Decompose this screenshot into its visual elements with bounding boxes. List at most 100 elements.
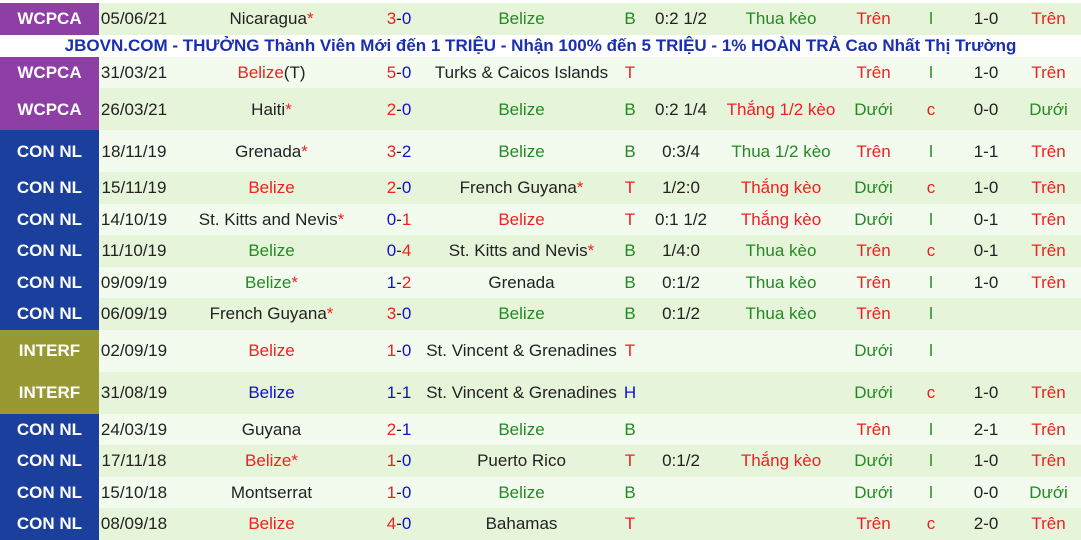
table-row[interactable]: CON NL 15/11/19 Belize 2-0 French Guyana* T 1/… — [0, 172, 1081, 204]
league-badge[interactable]: CON NL — [0, 445, 99, 477]
promo-banner[interactable]: JBOVN.COM - THƯỞNG Thành Viên Mới đến 1 … — [0, 34, 1081, 57]
table-row[interactable]: CON NL 11/10/19 Belize 0-4 St. Kitts and Nev… — [0, 235, 1081, 267]
away-team[interactable]: St. Vincent & Grenadines — [424, 383, 619, 402]
table-row[interactable]: CON NL 24/03/19 Guyana 2-1 Belize B Trên l 2-1 Tr… — [0, 413, 1081, 445]
away-team[interactable]: Belize — [424, 142, 619, 161]
match-score[interactable]: 2-0 — [374, 100, 424, 119]
table-row[interactable]: CON NL 09/09/19 Belize* 1-2 Grenada B 0:1/2 Thu… — [0, 266, 1081, 298]
match-score[interactable]: 3-0 — [374, 9, 424, 28]
home-team[interactable]: Grenada* — [169, 142, 374, 161]
home-team[interactable]: Belize(T) — [169, 63, 374, 82]
table-row[interactable]: INTERF 02/09/19 Belize 1-0 St. Vincent & Gre… — [0, 329, 1081, 372]
star-icon: * — [306, 9, 314, 29]
match-score[interactable]: 4-0 — [374, 514, 424, 533]
score-separator: - — [396, 62, 402, 82]
league-badge[interactable]: CON NL — [0, 130, 99, 172]
table-row[interactable]: CON NL 15/10/18 Montserrat 1-0 Belize B Dưới l 0… — [0, 476, 1081, 508]
home-team[interactable]: French Guyana* — [169, 304, 374, 323]
half-time-over-under: Dưới — [1029, 482, 1068, 502]
match-score[interactable]: 1-0 — [374, 341, 424, 360]
home-team[interactable]: Belize — [169, 341, 374, 360]
home-team-name: Belize — [245, 451, 292, 471]
match-score[interactable]: 0-4 — [374, 241, 424, 260]
away-goals: 0 — [401, 178, 412, 198]
away-team[interactable]: Belize — [424, 304, 619, 323]
league-badge[interactable]: WCPCA — [0, 88, 99, 130]
away-team-name: Belize — [498, 99, 545, 119]
league-badge[interactable]: CON NL — [0, 266, 99, 298]
league-badge[interactable]: INTERF — [0, 371, 99, 414]
away-team[interactable]: Belize — [424, 210, 619, 229]
home-team-name: Nicaragua — [229, 9, 307, 29]
match-result: B — [624, 99, 636, 119]
home-goals: 3 — [386, 141, 397, 161]
home-team[interactable]: Haiti* — [169, 100, 374, 119]
table-row[interactable]: WCPCA 31/03/21 Belize(T) 5-0 Turks & Caicos … — [0, 56, 1081, 88]
table-row[interactable]: CON NL 17/11/18 Belize* 1-0 Puerto Rico T 0:1/… — [0, 445, 1081, 477]
away-team[interactable]: Belize — [424, 420, 619, 439]
home-team[interactable]: Belize* — [169, 451, 374, 470]
league-badge[interactable]: CON NL — [0, 235, 99, 267]
away-team[interactable]: Bahamas — [424, 514, 619, 533]
league-badge[interactable]: WCPCA — [0, 3, 99, 35]
score-separator: - — [396, 304, 402, 324]
match-result: T — [624, 514, 636, 534]
match-score[interactable]: 1-1 — [374, 383, 424, 402]
away-goals: 2 — [401, 272, 412, 292]
home-team[interactable]: Belize* — [169, 273, 374, 292]
league-badge[interactable]: CON NL — [0, 298, 99, 330]
away-team[interactable]: St. Vincent & Grenadines — [424, 341, 619, 360]
home-team[interactable]: Belize — [169, 383, 374, 402]
over-under: Trên — [856, 419, 891, 439]
home-team[interactable]: St. Kitts and Nevis* — [169, 210, 374, 229]
odd-even: l — [929, 272, 933, 292]
away-team[interactable]: St. Kitts and Nevis* — [424, 241, 619, 260]
match-date: 08/09/18 — [100, 514, 168, 534]
away-team[interactable]: French Guyana* — [424, 178, 619, 197]
half-time-score: 1-0 — [973, 383, 999, 402]
match-score[interactable]: 0-1 — [374, 210, 424, 229]
away-team[interactable]: Belize — [424, 100, 619, 119]
match-score[interactable]: 1-0 — [374, 451, 424, 470]
table-row[interactable]: CON NL 18/11/19 Grenada* 3-2 Belize B 0:3/4 Thu… — [0, 130, 1081, 172]
match-score[interactable]: 3-2 — [374, 142, 424, 161]
match-score[interactable]: 1-2 — [374, 273, 424, 292]
table-row[interactable]: INTERF 31/08/19 Belize 1-1 St. Vincent & Gre… — [0, 371, 1081, 414]
table-row[interactable]: WCPCA 26/03/21 Haiti* 2-0 Belize B 0:2 1/4 Thắn… — [0, 88, 1081, 130]
league-badge[interactable]: WCPCA — [0, 56, 99, 88]
table-row[interactable]: CON NL 06/09/19 French Guyana* 3-0 Belize B 0:… — [0, 298, 1081, 330]
league-badge[interactable]: CON NL — [0, 413, 99, 445]
away-team[interactable]: Belize — [424, 483, 619, 502]
home-team[interactable]: Guyana — [169, 420, 374, 439]
odd-even: l — [929, 482, 933, 502]
match-result: B — [624, 241, 636, 261]
home-team[interactable]: Belize — [169, 241, 374, 260]
match-score[interactable]: 2-0 — [374, 178, 424, 197]
home-team[interactable]: Belize — [169, 178, 374, 197]
league-badge[interactable]: CON NL — [0, 508, 99, 540]
match-score[interactable]: 1-0 — [374, 483, 424, 502]
match-score[interactable]: 5-0 — [374, 63, 424, 82]
handicap: 0:1/2 — [662, 304, 700, 324]
league-badge[interactable]: CON NL — [0, 476, 99, 508]
away-team[interactable]: Turks & Caicos Islands — [424, 63, 619, 82]
away-team[interactable]: Belize — [424, 9, 619, 28]
odd-even: c — [926, 383, 936, 402]
league-badge[interactable]: CON NL — [0, 172, 99, 204]
league-badge[interactable]: INTERF — [0, 329, 99, 372]
home-team[interactable]: Belize — [169, 514, 374, 533]
home-team[interactable]: Nicaragua* — [169, 9, 374, 28]
away-team[interactable]: Puerto Rico — [424, 451, 619, 470]
table-row[interactable]: CON NL 14/10/19 St. Kitts and Nevis* 0-1 Bel… — [0, 203, 1081, 235]
away-team[interactable]: Grenada — [424, 273, 619, 292]
table-row[interactable]: WCPCA 05/06/21 Nicaragua* 3-0 Belize B 0:2 1/2… — [0, 3, 1081, 35]
home-team[interactable]: Montserrat — [169, 483, 374, 502]
half-time-score: 2-0 — [973, 514, 999, 534]
league-badge[interactable]: CON NL — [0, 203, 99, 235]
match-score[interactable]: 3-0 — [374, 304, 424, 323]
table-row[interactable]: CON NL 08/09/18 Belize 4-0 Bahamas T Trên c 2-0 T… — [0, 508, 1081, 540]
match-date: 09/09/19 — [100, 272, 168, 292]
handicap: 0:2 1/4 — [655, 99, 707, 119]
over-under: Trên — [856, 304, 891, 324]
match-score[interactable]: 2-1 — [374, 420, 424, 439]
